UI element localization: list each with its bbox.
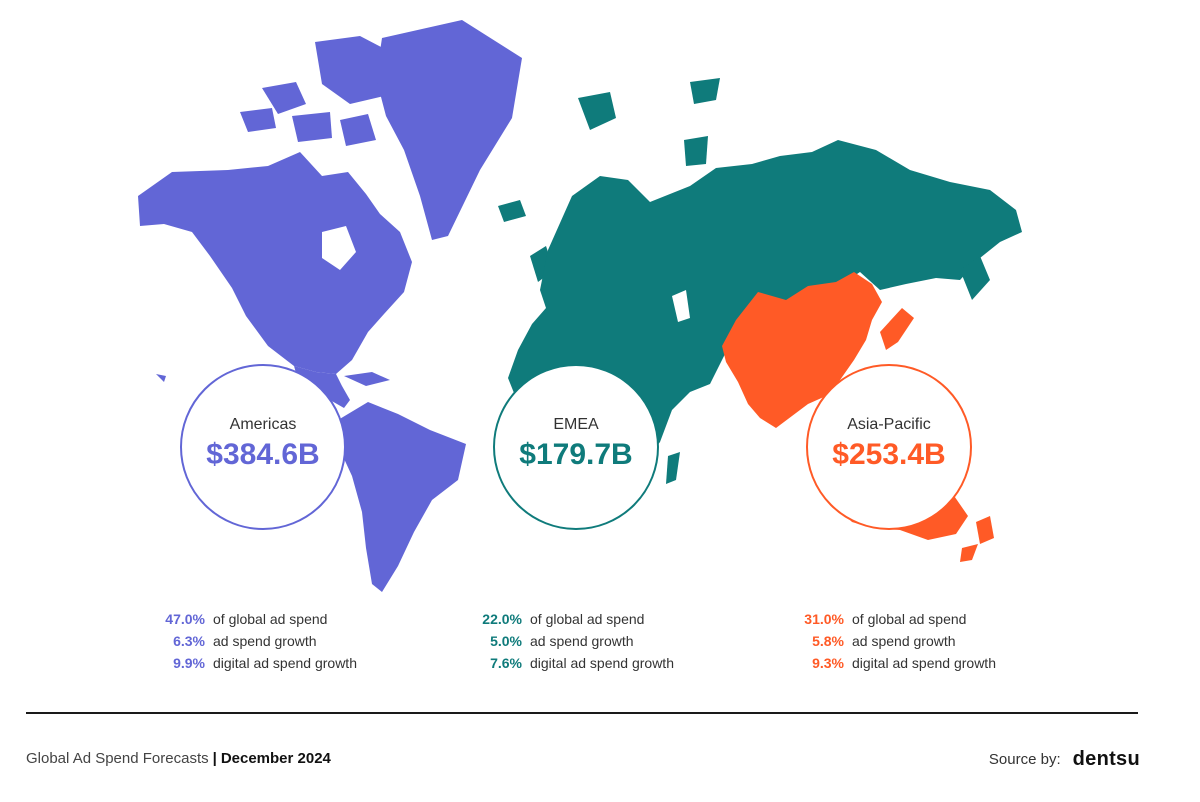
stat-value: 5.0% [490, 633, 522, 649]
dentsu-logo: dentsu [1072, 748, 1140, 770]
stat-row: 7.6% digital ad spend growth [460, 652, 780, 674]
americas-ad-spend-amount: $384.6B [206, 438, 320, 471]
stat-label: digital ad spend growth [213, 655, 357, 671]
footer-title: Global Ad Spend Forecasts | December 2024 [26, 750, 331, 767]
apac-region-name: Asia-Pacific [847, 416, 931, 433]
stat-row: 9.3% digital ad spend growth [782, 652, 1102, 674]
footer-source: Source by: dentsu [989, 748, 1140, 771]
americas-landmass [138, 20, 522, 592]
divider [26, 712, 1138, 714]
americas-stats: 47.0% of global ad spend 6.3% ad spend g… [143, 608, 463, 674]
stat-row: 9.9% digital ad spend growth [143, 652, 463, 674]
stat-label: ad spend growth [530, 633, 634, 649]
apac-bubble: Asia-Pacific $253.4B [806, 364, 972, 530]
stat-value: 6.3% [173, 633, 205, 649]
stat-label: of global ad spend [213, 611, 328, 627]
stat-value: 47.0% [165, 611, 205, 627]
americas-bubble: Americas $384.6B [180, 364, 346, 530]
americas-region-name: Americas [229, 416, 297, 433]
stat-value: 9.3% [812, 655, 844, 671]
source-label: Source by: [988, 751, 1061, 768]
stat-label: digital ad spend growth [852, 655, 996, 671]
stat-row: 6.3% ad spend growth [143, 630, 463, 652]
stat-row: 47.0% of global ad spend [143, 608, 463, 630]
stat-row: 5.0% ad spend growth [460, 630, 780, 652]
stat-label: of global ad spend [530, 611, 645, 627]
stat-label: of global ad spend [852, 611, 967, 627]
report-title: Global Ad Spend Forecasts [26, 750, 209, 767]
stat-label: ad spend growth [852, 633, 956, 649]
emea-stats: 22.0% of global ad spend 5.0% ad spend g… [460, 608, 780, 674]
stat-value: 31.0% [804, 611, 844, 627]
emea-ad-spend-amount: $179.7B [519, 438, 633, 471]
apac-stats: 31.0% of global ad spend 5.8% ad spend g… [782, 608, 1102, 674]
stat-value: 9.9% [173, 655, 205, 671]
emea-bubble: EMEA $179.7B [493, 364, 659, 530]
stat-row: 31.0% of global ad spend [782, 608, 1102, 630]
stat-row: 22.0% of global ad spend [460, 608, 780, 630]
stat-value: 22.0% [482, 611, 522, 627]
stat-value: 7.6% [490, 655, 522, 671]
stat-label: digital ad spend growth [530, 655, 674, 671]
apac-ad-spend-amount: $253.4B [832, 438, 946, 471]
stat-value: 5.8% [812, 633, 844, 649]
report-date: December 2024 [220, 750, 331, 767]
stat-label: ad spend growth [213, 633, 317, 649]
stat-row: 5.8% ad spend growth [782, 630, 1102, 652]
title-separator: | [212, 750, 217, 767]
emea-region-name: EMEA [553, 416, 599, 433]
